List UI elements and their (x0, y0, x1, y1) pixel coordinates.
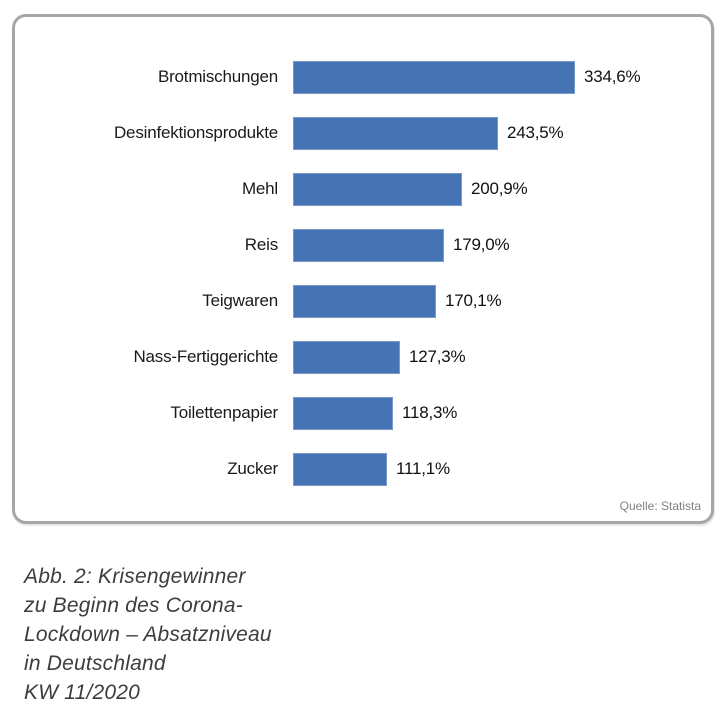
bar-row: Toilettenpapier 118,3% (15, 385, 711, 441)
bar (293, 340, 400, 374)
caption-line: Abb. 2: Krisengewinner (24, 565, 246, 588)
bar (293, 396, 393, 430)
bar-and-value: 334,6% (293, 60, 641, 94)
figure-caption: Abb. 2: Krisengewinner zu Beginn des Coro… (24, 562, 272, 707)
bar (293, 284, 436, 318)
caption-line: KW 11/2020 (24, 681, 141, 704)
bar-row: Reis 179,0% (15, 217, 711, 273)
bar-row: Brotmischungen 334,6% (15, 49, 711, 105)
value-label: 170,1% (445, 291, 502, 310)
category-label: Nass-Fertiggerichte (133, 347, 278, 366)
source-credit: Quelle: Statista (619, 499, 701, 513)
bar-chart: Brotmischungen 334,6% Desinfektionsprodukt… (15, 49, 711, 497)
bar-row: Nass-Fertiggerichte 127,3% (15, 329, 711, 385)
bar-row: Zucker 111,1% (15, 441, 711, 497)
chart-panel: Brotmischungen 334,6% Desinfektionsprodukt… (12, 14, 714, 524)
category-label: Mehl (241, 179, 278, 198)
bar (293, 452, 387, 486)
bar-and-value: 111,1% (293, 452, 450, 486)
bar-row: Mehl 200,9% (15, 161, 711, 217)
caption-line: zu Beginn des Corona- (24, 594, 243, 617)
category-label: Zucker (227, 459, 278, 478)
category-label: Brotmischungen (157, 67, 278, 86)
bar-row: Desinfektionsprodukte 243,5% (15, 105, 711, 161)
bar-and-value: 118,3% (293, 396, 458, 430)
value-label: 334,6% (584, 67, 641, 86)
bar (293, 228, 444, 262)
value-label: 111,1% (396, 459, 450, 478)
bar-and-value: 127,3% (293, 340, 466, 374)
caption-line: in Deutschland (24, 652, 166, 675)
value-label: 118,3% (402, 403, 458, 422)
category-label: Teigwaren (202, 291, 278, 310)
bar (293, 60, 575, 94)
bar (293, 116, 498, 150)
category-label: Reis (244, 235, 278, 254)
value-label: 243,5% (507, 123, 564, 142)
category-label: Desinfektionsprodukte (113, 123, 278, 142)
bar-and-value: 179,0% (293, 228, 510, 262)
bar-and-value: 200,9% (293, 172, 528, 206)
bar-row: Teigwaren 170,1% (15, 273, 711, 329)
bar-and-value: 243,5% (293, 116, 564, 150)
value-label: 179,0% (453, 235, 510, 254)
value-label: 200,9% (471, 179, 528, 198)
bar-and-value: 170,1% (293, 284, 502, 318)
value-label: 127,3% (409, 347, 466, 366)
bar (293, 172, 462, 206)
category-label: Toilettenpapier (170, 403, 278, 422)
caption-line: Lockdown – Absatzniveau (24, 623, 272, 646)
